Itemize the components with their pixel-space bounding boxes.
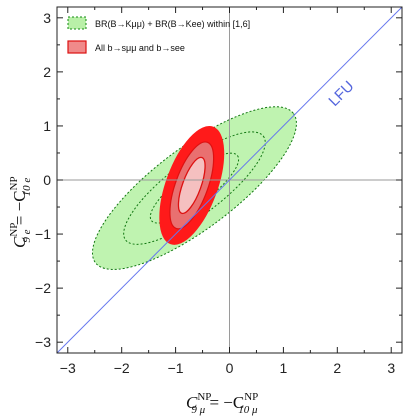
x-tick-label: 1 — [280, 360, 288, 376]
legend-swatch-green — [67, 16, 87, 30]
x-tick-label: 3 — [387, 360, 395, 376]
x-title-eq: = −C — [205, 393, 244, 412]
legend-label-red: All b→sμμ and b→see — [95, 43, 185, 53]
y-tick-label: 2 — [43, 64, 51, 80]
confidence-regions — [91, 106, 297, 270]
y-title-sub2: 10 e — [21, 178, 33, 197]
y-title-eq: = −C — [10, 190, 29, 229]
x-title-sup2: NP — [244, 391, 258, 403]
x-tick-label: −3 — [60, 360, 76, 376]
x-title-sub2: 10 μ — [238, 404, 258, 416]
y-axis-title: CNP9 e = −CNP10 e — [8, 176, 33, 248]
x-title-sub: 9 μ — [191, 404, 205, 416]
x-tick-label: 2 — [333, 360, 341, 376]
y-title-sup2: NP — [8, 176, 20, 190]
y-tick-label: −3 — [35, 334, 51, 350]
legend-swatch-red — [67, 40, 87, 54]
x-title-sup: NP — [197, 391, 211, 403]
axis-ticks — [57, 7, 402, 353]
x-axis-title: CNP 9 μ = −CNP 10 μ — [186, 391, 258, 416]
legend: BR(B→Kμμ) + BR(B→Kee) within [1,6] All b… — [67, 16, 250, 54]
lfu-line — [57, 7, 402, 353]
y-tick-label: 1 — [43, 118, 51, 134]
x-title-main: C — [186, 393, 198, 412]
legend-label-green: BR(B→Kμμ) + BR(B→Kee) within [1,6] — [95, 19, 250, 29]
y-tick-label: 0 — [43, 172, 51, 188]
axis-tick-labels: −3 −2 −1 0 1 2 3 −3 −2 −1 0 1 2 3 — [35, 10, 395, 376]
region-all-bsll-1sigma — [177, 156, 206, 215]
y-title-sup: NP — [8, 223, 20, 237]
x-tick-label: −2 — [114, 360, 130, 376]
lfu-line-group — [57, 7, 402, 353]
y-title-main: C — [10, 236, 29, 248]
x-tick-label: 0 — [226, 360, 234, 376]
y-title-sub: 9 e — [21, 229, 33, 242]
x-tick-label: −1 — [168, 360, 184, 376]
y-tick-label: −2 — [35, 280, 51, 296]
y-tick-label: −1 — [35, 226, 51, 242]
y-tick-label: 3 — [43, 10, 51, 26]
